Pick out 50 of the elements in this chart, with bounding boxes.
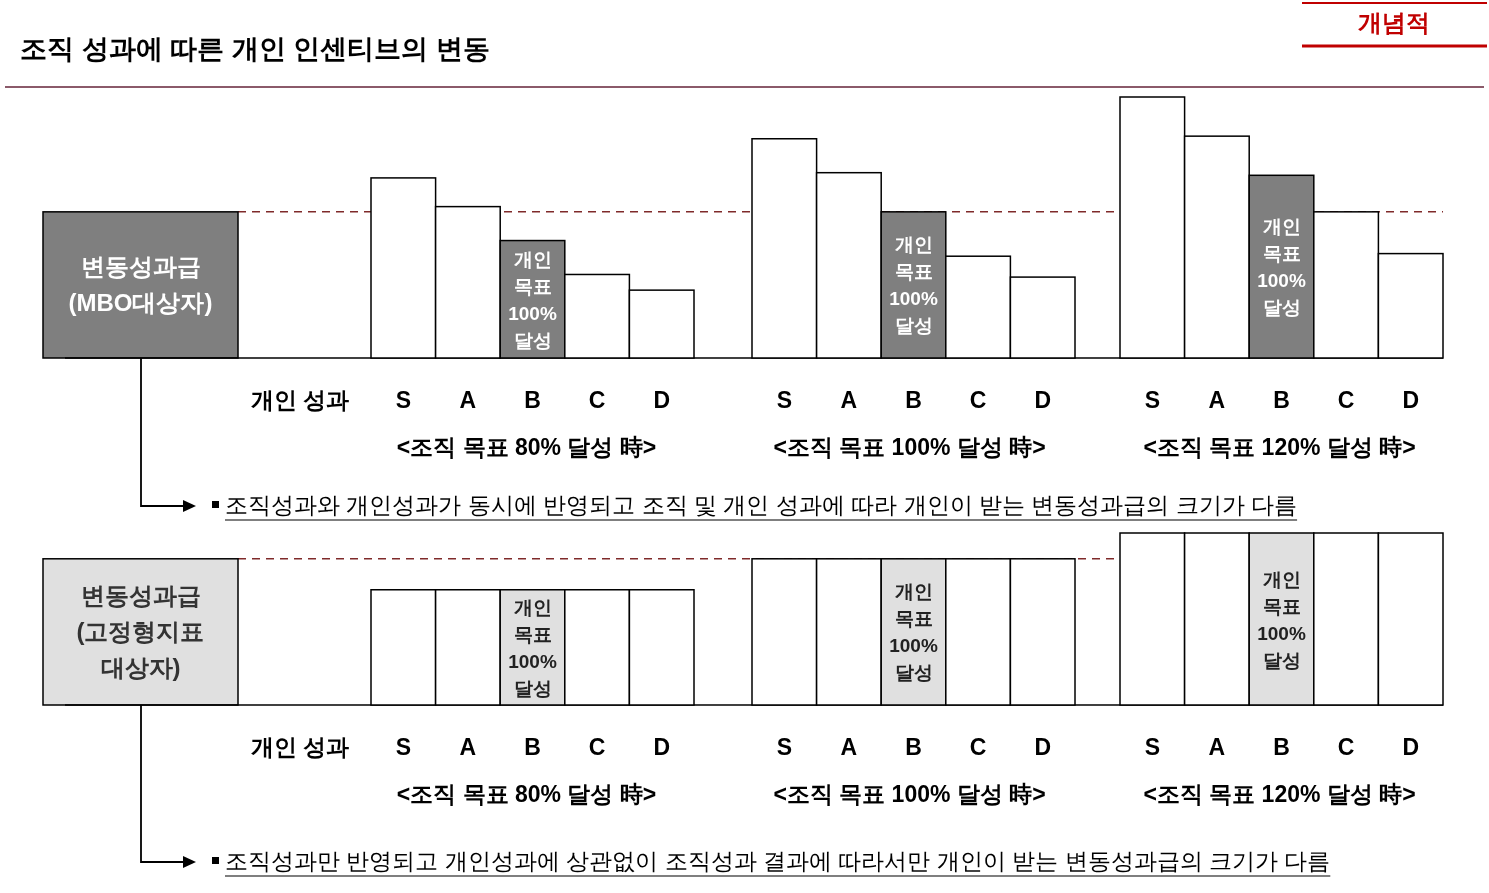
x-tick-label: A xyxy=(1208,387,1226,413)
x-tick-label: D xyxy=(1402,734,1420,760)
x-tick-label: B xyxy=(1273,734,1290,760)
text: 조직성과와 개인성과가 동시에 반영되고 조직 및 개인 성과에 따라 개인이 받는 변동성과급의 크기가 다름 xyxy=(225,492,1298,518)
x-tick-label: A xyxy=(459,734,477,760)
text: 변동성과급 (고정형지표 대상자) xyxy=(76,581,205,681)
x-tick-label: S xyxy=(1144,734,1160,760)
annotation: 개인 목표 100% 달성 xyxy=(508,248,557,351)
x-tick-label: A xyxy=(840,734,858,760)
x-tick-label: C xyxy=(588,387,606,413)
x-tick-label: D xyxy=(1402,387,1420,413)
text: 개인 성과 xyxy=(250,734,350,760)
text: <조직 목표 100% 달성 時> xyxy=(773,434,1046,460)
text: <조직 목표 80% 달성 時> xyxy=(396,434,657,460)
text: 조직성과만 반영되고 개인성과에 상관없이 조직성과 결과에 따라서만 개인이 받는 변동성과급의 크기가 다름 xyxy=(225,848,1331,874)
annotation: 개인 목표 100% 달성 xyxy=(889,581,938,684)
text: <조직 목표 80% 달성 時> xyxy=(396,781,657,807)
x-tick-label: C xyxy=(1337,387,1355,413)
x-tick-label: B xyxy=(1273,387,1290,413)
text: 개인 성과 xyxy=(250,387,350,413)
x-tick-label: D xyxy=(1034,734,1052,760)
annotation: 개인 목표 100% 달성 xyxy=(889,234,938,337)
x-tick-label: D xyxy=(653,387,671,413)
x-tick-label: A xyxy=(459,387,477,413)
x-tick-label: D xyxy=(653,734,671,760)
x-tick-label: C xyxy=(588,734,606,760)
x-tick-label: B xyxy=(905,387,922,413)
x-tick-label: C xyxy=(969,387,987,413)
annotation: 개인 목표 100% 달성 xyxy=(508,596,557,699)
x-tick-label: C xyxy=(1337,734,1355,760)
x-tick-label: A xyxy=(840,387,858,413)
chart-title: 조직 성과에 따른 개인 인센티브의 변동 xyxy=(20,34,490,64)
x-tick-label: S xyxy=(395,387,411,413)
x-tick-label: A xyxy=(1208,734,1226,760)
annotation: 개인 목표 100% 달성 xyxy=(1257,568,1306,671)
x-tick-label: B xyxy=(524,387,541,413)
text: 개념적 xyxy=(1358,9,1430,36)
x-tick-label: S xyxy=(776,387,792,413)
text: <조직 목표 120% 달성 時> xyxy=(1143,434,1416,460)
x-tick-label: B xyxy=(905,734,922,760)
x-tick-label: S xyxy=(395,734,411,760)
text: <조직 목표 100% 달성 時> xyxy=(773,781,1046,807)
x-tick-label: D xyxy=(1034,387,1052,413)
annotation: 개인 목표 100% 달성 xyxy=(1257,216,1306,319)
x-tick-label: S xyxy=(776,734,792,760)
x-tick-label: S xyxy=(1144,387,1160,413)
text: 변동성과급 (MBO대상자) xyxy=(68,252,213,316)
text: <조직 목표 120% 달성 時> xyxy=(1143,781,1416,807)
x-tick-label: B xyxy=(524,734,541,760)
x-tick-label: C xyxy=(969,734,987,760)
